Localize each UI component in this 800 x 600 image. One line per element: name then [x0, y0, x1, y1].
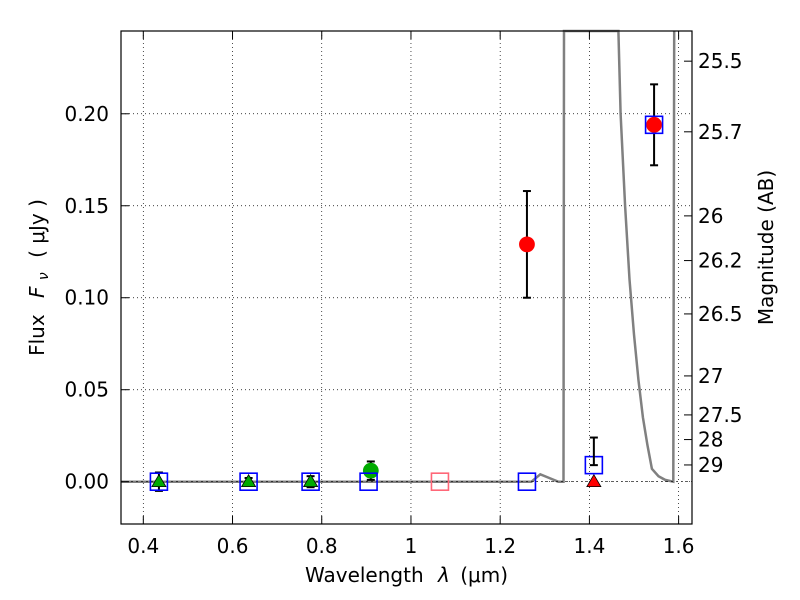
x-tick-label: 0.4 — [127, 534, 159, 558]
model-sed-line — [121, 29, 676, 484]
y-axis-label: Flux F ν ( μJy ) — [25, 199, 53, 356]
x-tick-label: 1 — [405, 534, 418, 558]
model-photometry-marker — [359, 472, 378, 491]
model-photometry-marker — [239, 472, 258, 491]
y-tick-label: 0.00 — [64, 470, 109, 494]
x-tick-label: 0.6 — [217, 534, 249, 558]
red-triangle-marker — [586, 473, 602, 487]
model-photometry-marker — [644, 115, 664, 135]
right-tick-label: 25.7 — [698, 120, 743, 144]
model-photometry-marker — [149, 472, 169, 491]
right-tick-label: 27.5 — [698, 403, 743, 427]
model-photometry-marker — [301, 472, 320, 491]
x-tick-label: 1.2 — [484, 534, 516, 558]
y-tick-label: 0.15 — [64, 194, 109, 218]
y-tick-label: 0.20 — [64, 102, 109, 126]
green-detections-marker — [151, 473, 167, 487]
right-tick-label: 26.5 — [698, 302, 743, 326]
right-axis-label: Magnitude (AB) — [754, 170, 778, 325]
y-tick-label: 0.05 — [64, 378, 109, 402]
x-axis-label: Wavelength λ (μm) — [305, 563, 508, 587]
model-photometry-marker — [517, 472, 537, 491]
green-detections-marker — [302, 473, 319, 487]
x-tick-label: 1.6 — [663, 534, 695, 558]
right-tick-label: 29 — [698, 453, 723, 477]
points-layer — [149, 83, 664, 492]
pink-square-marker — [430, 472, 450, 491]
green-detections-marker — [240, 473, 257, 487]
right-tick-label: 26 — [698, 204, 723, 228]
right-tick-label: 26.2 — [698, 249, 743, 273]
plot-frame — [120, 30, 693, 525]
right-tick-label: 27 — [698, 364, 723, 388]
right-tick-label: 28 — [698, 428, 723, 452]
x-tick-label: 0.8 — [306, 534, 338, 558]
ticks-layer: 0.4 0.6 0.8 1 1.2 1.4 1.6 0.00 0.05 0.10 0.15 0.20 2… — [64, 31, 743, 558]
red-detections-marker — [519, 236, 535, 253]
y-tick-label: 0.10 — [64, 286, 109, 310]
red-detections-marker — [646, 116, 662, 133]
x-tick-label: 1.4 — [573, 534, 605, 558]
green-circle-marker — [362, 462, 379, 479]
right-tick-label: 25.5 — [698, 49, 743, 73]
